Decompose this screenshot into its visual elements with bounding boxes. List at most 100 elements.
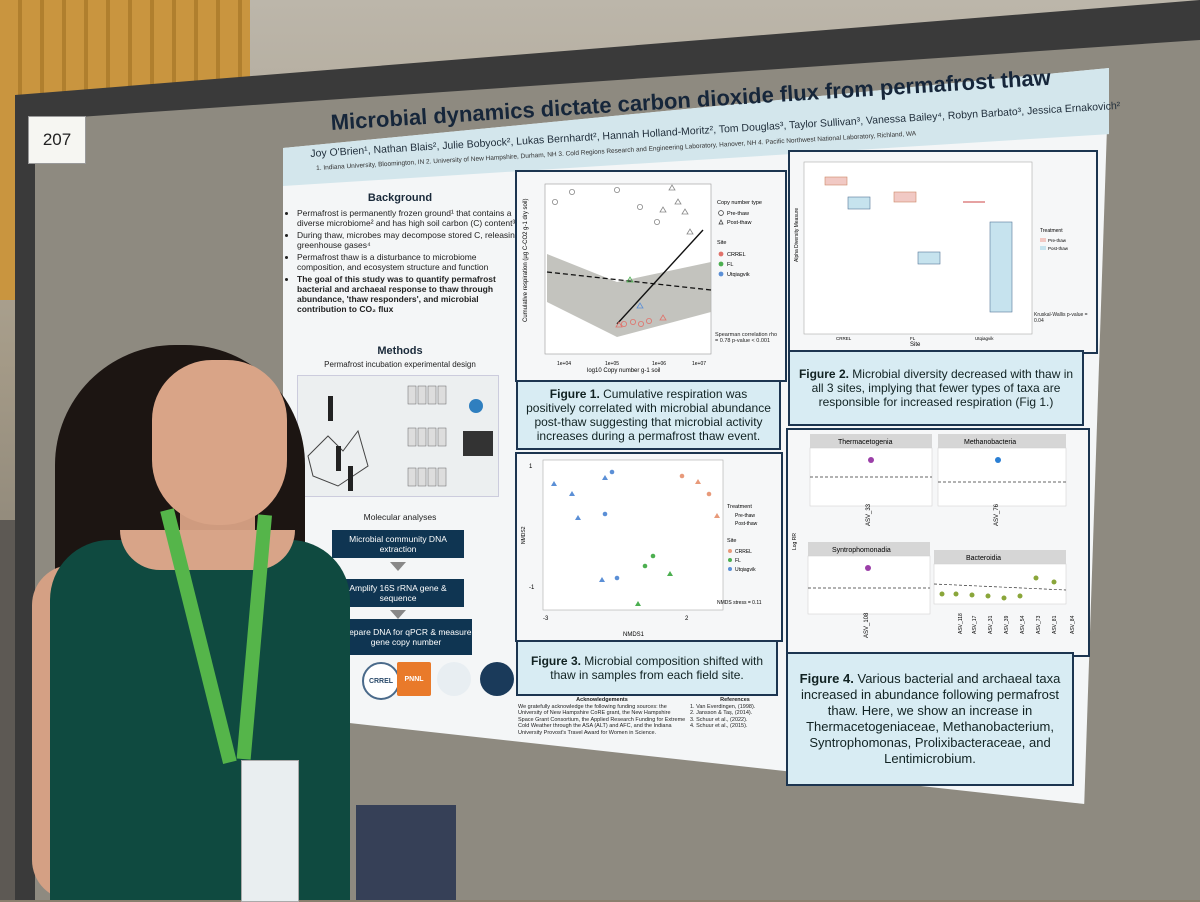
x-tick-label: 1e+06 [652,361,666,367]
legend-entry: CRREL [727,252,746,258]
x-tick-label: -3 [543,616,549,622]
figure-4-label: Figure 4. [799,671,854,686]
visitor-legs [356,805,456,900]
incubation-jar [427,385,437,405]
figure-3-caption: Figure 3. Microbial composition shifted … [516,640,778,696]
x-tick-label: CRREL [836,336,852,341]
facet-header [810,434,932,448]
legend-marker-fl [728,558,732,562]
incubation-jar [417,427,427,447]
x-tick-label: ASV_39 [1004,615,1010,634]
background-item: Permafrost thaw is a disturbance to micr… [297,252,522,272]
figure-3-chart: NMDS2 NMDS1 1 -1 -3 2 Treatment Pre-thaw… [515,452,783,642]
incubation-jar [417,467,427,487]
facet-header [808,542,930,556]
figure-3-label: Figure 3. [530,654,581,668]
data-point [636,302,644,309]
legend-title: Treatment [727,504,752,510]
figure-1-caption: Figure 1. Cumulative respiration was pos… [516,380,781,450]
legend-entry: CRREL [735,549,752,555]
x-tick-label: ASV_17 [972,615,978,634]
incubation-jar [437,385,447,405]
core-sample [336,446,341,471]
reference-item: 1. Van Everdingen, (1998). [690,703,756,710]
background-item: The goal of this study was to quantify p… [297,274,522,314]
acknowledgements: Acknowledgements We gratefully acknowled… [518,697,686,741]
kruskal-annotation: Kruskal-Wallis p-value = 0.04 [1034,312,1088,324]
facet-title: Bacteroidia [966,555,1001,562]
data-point [995,457,1001,463]
x-tick-label: 1e+07 [692,361,706,367]
figure-4-plot: Log RR Thermacetogenia ASV_33 Methanobac… [792,434,1076,638]
legend-swatch-pre [1040,238,1046,242]
scatter-points [552,184,694,328]
background-heading: Background [367,192,433,204]
legend-entry: Utqiagvik [727,272,750,278]
presenter-dress [50,540,350,900]
method-step-16s-sequencing: Amplify 16S rRNA gene & sequence [332,579,464,607]
legend-title: Copy number type [717,200,762,206]
x-tick-label: 2 [685,616,689,622]
spearman-text: Spearman correlation rho = 0.78 p-value … [715,332,778,344]
data-point [668,184,676,191]
facet-panel [933,563,1067,605]
data-point [650,553,656,559]
data-point [939,591,945,597]
figure-4-chart: Log RR Thermacetogenia ASV_33 Methanobac… [786,428,1090,657]
figure-2-caption-text: Microbial diversity decreased with thaw … [811,367,1074,409]
reference-item: 3. Schuur et al., (2022). [690,716,748,723]
data-point [679,473,685,479]
box-fl-post [917,251,941,265]
method-step-qpcr: Prepare DNA for qPCR & measure gene copy… [340,619,472,655]
experimental-design-graphic [307,385,493,491]
pre-thaw-trend-line [546,271,712,291]
incubation-jar [437,427,447,447]
y-axis-label: Log RR [792,533,798,550]
kruskal-text: Kruskal-Wallis p-value = 0.04 [1034,312,1088,324]
figure-3-plot: NMDS2 NMDS1 1 -1 -3 2 Treatment Pre-thaw… [521,459,762,638]
legend-marker-triangle [718,219,724,225]
data-point [674,198,682,205]
x-tick-label: ASV_54 [1020,615,1026,634]
figure-1-plot: Cumulative respiration (µg C-CO2 g-1 dry… [523,183,778,374]
x-axis-label: Site [910,342,921,348]
data-point [706,491,712,497]
legend-marker-circle [718,210,724,216]
methods-heading: Methods [377,345,423,357]
box-crrel-pre [824,176,848,186]
legend-swatch-post [1040,246,1046,250]
incubation-jar [407,467,417,487]
plot-area [542,459,724,611]
incubation-jar [407,385,417,405]
x-tick-label: 1e+05 [605,361,619,367]
x-tick-label: ASV_33 [866,503,872,526]
crrel-logo: CRREL [362,662,400,700]
background-item: Permafrost is permanently frozen ground¹… [297,208,522,228]
board-number-card: 207 [28,116,86,164]
data-point [635,601,641,606]
background-list: Permafrost is permanently frozen ground¹… [285,208,522,316]
legend-marker-utqiagvik [718,271,724,277]
x-tick-label: ASV_76 [994,503,1000,526]
data-point [985,593,991,599]
legend-entry: Post-thaw [735,521,758,527]
legend-entry: Post-thaw [1048,246,1069,251]
reference-item: 2. Jansson & Taș, (2014). [690,710,753,716]
data-point [681,208,689,215]
data-point [614,575,620,581]
figure-4-caption: Figure 4. Various bacterial and archaeal… [786,652,1074,786]
pnnl-logo: PNNL [397,662,431,696]
references: References 1. Van Everdingen, (1998). 2.… [690,697,780,741]
data-point [552,198,559,205]
legend-marker-fl [718,261,724,267]
x-axis-label: log10 Copy number g-1 soil [587,368,660,374]
data-point [602,475,608,480]
acknowledgements-text: We gratefully acknowledge the following … [518,703,686,736]
legend-marker-crrel [728,549,732,553]
figure-2-plot: Alpha Diversity Measure Site CRREL FL Ut… [794,161,1088,348]
x-tick-label: 1e+04 [557,361,571,367]
box-crrel-post [847,196,871,210]
data-point [621,320,628,327]
acknowledgements-heading: Acknowledgements [576,697,628,703]
data-point [609,469,615,475]
